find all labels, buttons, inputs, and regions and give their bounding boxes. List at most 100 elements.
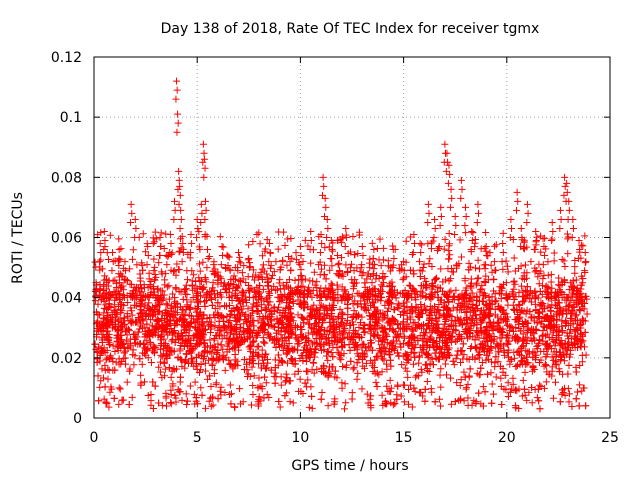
data-point <box>581 328 589 336</box>
data-point <box>518 343 526 351</box>
data-point <box>299 314 307 322</box>
data-point <box>478 297 486 305</box>
data-point <box>528 399 536 407</box>
data-point <box>221 389 229 397</box>
data-point <box>154 325 162 333</box>
data-point <box>429 237 437 245</box>
data-point <box>198 391 206 399</box>
data-point <box>578 315 586 323</box>
data-point <box>359 340 367 348</box>
data-point <box>205 397 213 405</box>
data-point <box>317 368 325 376</box>
data-point <box>573 290 581 298</box>
data-point <box>462 385 470 393</box>
data-point <box>281 313 289 321</box>
data-point <box>181 312 189 320</box>
data-point <box>196 368 204 376</box>
data-point <box>329 287 337 295</box>
data-point <box>409 319 417 327</box>
data-point <box>549 394 557 402</box>
data-point <box>481 244 489 252</box>
data-point <box>578 272 586 280</box>
data-point <box>315 326 323 334</box>
data-point <box>217 341 225 349</box>
data-point <box>266 264 274 272</box>
data-point <box>346 264 354 272</box>
data-point <box>400 302 408 310</box>
data-point <box>419 263 427 271</box>
data-point <box>282 370 290 378</box>
data-point <box>369 311 377 319</box>
data-point <box>128 209 136 217</box>
data-point <box>218 353 226 361</box>
data-point <box>550 257 558 265</box>
data-point <box>566 329 574 337</box>
data-point <box>331 395 339 403</box>
data-point <box>210 311 218 319</box>
data-point <box>403 315 411 323</box>
data-point <box>269 322 277 330</box>
data-point <box>104 255 112 263</box>
data-point <box>499 265 507 273</box>
data-point <box>221 366 229 374</box>
data-point <box>420 329 428 337</box>
data-point <box>445 288 453 296</box>
data-point <box>363 390 371 398</box>
data-point <box>378 391 386 399</box>
data-point <box>300 319 308 327</box>
data-point <box>356 319 364 327</box>
data-point <box>485 312 493 320</box>
data-point <box>329 303 337 311</box>
data-point <box>226 381 234 389</box>
data-point <box>209 344 217 352</box>
data-point <box>193 316 201 324</box>
data-point <box>272 258 280 266</box>
data-point <box>383 365 391 373</box>
data-point <box>197 335 205 343</box>
data-point <box>365 259 373 267</box>
data-point <box>497 287 505 295</box>
data-point <box>391 400 399 408</box>
data-point <box>442 334 450 342</box>
data-point <box>391 317 399 325</box>
data-point <box>338 283 346 291</box>
data-point <box>179 335 187 343</box>
data-point <box>509 374 517 382</box>
data-point <box>447 374 455 382</box>
data-point <box>462 286 470 294</box>
data-point <box>183 276 191 284</box>
data-point <box>211 304 219 312</box>
data-point <box>225 318 233 326</box>
data-point <box>441 320 449 328</box>
data-point <box>498 306 506 314</box>
data-point <box>249 300 257 308</box>
data-point <box>574 326 582 334</box>
data-point <box>487 369 495 377</box>
data-point <box>163 312 171 320</box>
data-point <box>398 361 406 369</box>
data-point <box>169 290 177 298</box>
data-point <box>416 389 424 397</box>
data-point <box>159 287 167 295</box>
data-point <box>482 228 490 236</box>
data-point <box>172 271 180 279</box>
data-point <box>170 327 178 335</box>
data-point <box>264 276 272 284</box>
data-point <box>291 345 299 353</box>
data-point <box>487 337 495 345</box>
data-point <box>572 276 580 284</box>
data-point <box>348 395 356 403</box>
data-point <box>214 356 222 364</box>
data-point <box>513 387 521 395</box>
data-point <box>244 370 252 378</box>
data-point <box>372 378 380 386</box>
data-point <box>547 278 555 286</box>
data-point <box>136 355 144 363</box>
data-point <box>337 352 345 360</box>
data-point <box>285 252 293 260</box>
data-point <box>194 341 202 349</box>
data-point <box>380 244 388 252</box>
data-point <box>128 393 136 401</box>
data-point <box>157 345 165 353</box>
data-point <box>556 368 564 376</box>
